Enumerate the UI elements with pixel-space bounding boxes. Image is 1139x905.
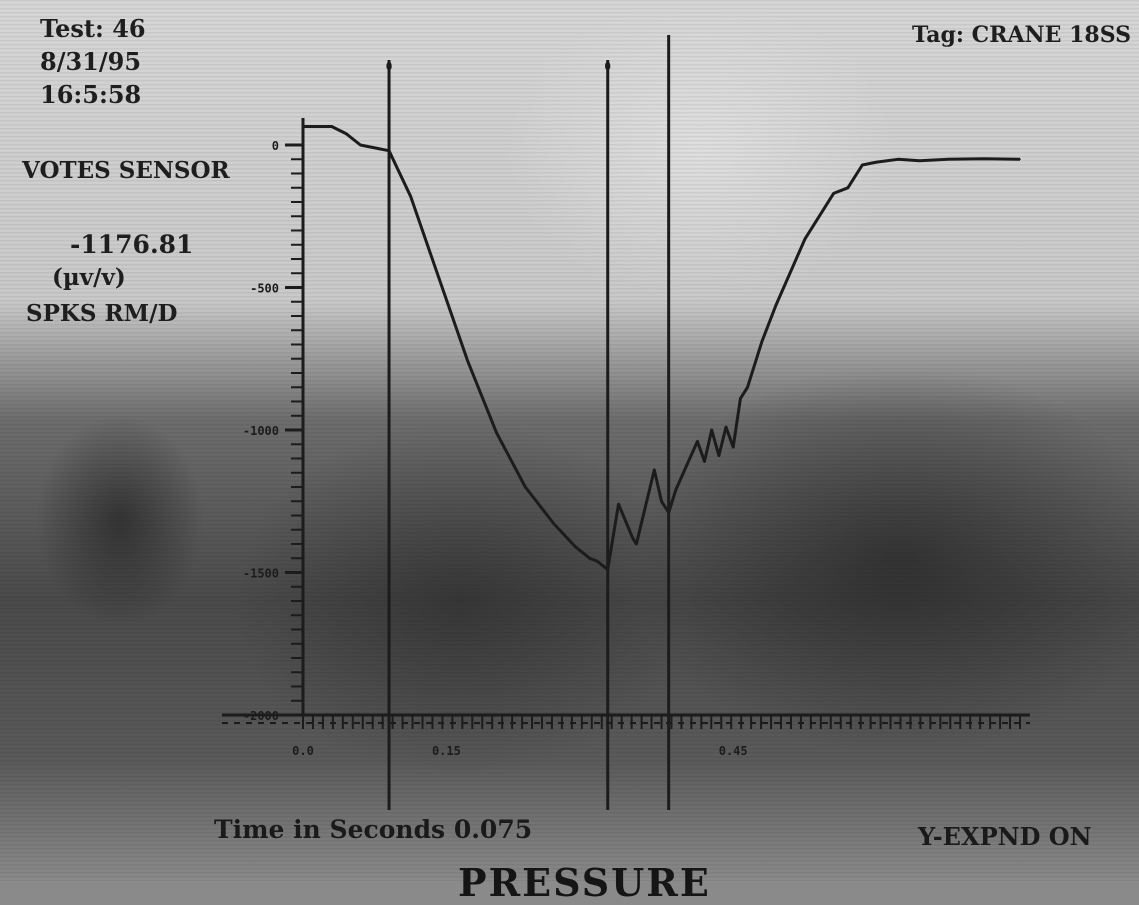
sensor-unit: (µv/v) [52,264,126,291]
data-point [746,386,749,389]
y-expand-status: Y-EXPND ON [918,822,1092,851]
data-point [330,125,333,128]
data-point [675,489,677,491]
data-point [653,469,656,471]
data-trace-line [303,125,1021,572]
data-point [524,486,527,488]
x-tick-label: 0.0 [292,744,314,758]
cursor-marker-label: 0 [386,60,393,73]
data-point [710,429,713,431]
data-point [589,557,591,560]
data-point [302,125,304,128]
data-point [761,340,763,343]
data-point [438,278,441,280]
data-point [388,149,390,152]
data-point [409,195,412,198]
data-point [739,397,742,400]
test-date: 8/31/95 [40,47,142,76]
test-time: 16:5:58 [40,80,142,109]
data-point [1019,158,1021,161]
tag-label: Tag: CRANE 18SS [912,22,1131,48]
test-number: Test: 46 [40,14,146,43]
data-point [861,164,864,166]
y-tick-label: 0 [272,139,279,153]
sensor-value: -1176.81 [70,230,194,259]
data-point [359,144,362,146]
y-tick-label: -1500 [243,567,279,581]
cursor-marker-label: 0 [604,60,611,73]
data-point [983,157,985,160]
crt-screen [0,0,1139,881]
data-point [574,546,577,548]
data-point [832,192,835,195]
data-point [667,511,670,514]
data-point [696,440,699,443]
bottom-caption: PRESSURE [458,860,711,905]
data-point [947,158,950,161]
sensor-name: VOTES SENSOR [22,157,230,184]
x-tick-label: 0.15 [432,744,461,758]
data-point [660,500,663,503]
data-point [775,303,778,306]
data-point [345,132,347,135]
y-tick-label: -500 [250,282,279,296]
data-point [804,238,806,240]
data-point [718,454,720,457]
data-point [725,426,727,428]
data-point [635,543,638,545]
data-point [553,523,555,525]
data-point [703,460,706,463]
data-point [495,432,498,434]
data-point [847,186,849,189]
data-point [732,446,734,448]
data-point [918,159,921,162]
data-point [467,360,469,363]
data-point [617,503,620,505]
data-point [875,161,878,163]
x-tick-label: 0.45 [719,744,748,758]
x-axis-label: Time in Seconds 0.075 [214,815,533,844]
sensor-mode: SPKS RM/D [26,300,178,327]
y-tick-label: -1000 [243,424,279,438]
data-point [632,537,634,540]
data-point [596,560,598,562]
data-point [606,568,609,571]
data-point [897,158,899,161]
